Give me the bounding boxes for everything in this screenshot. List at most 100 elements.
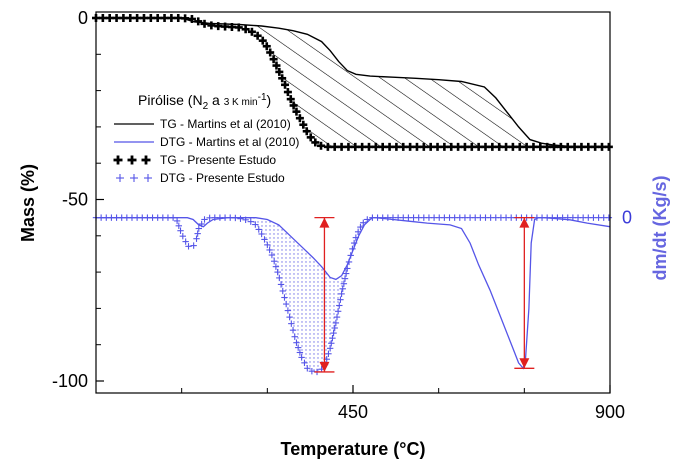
tg-presente-point-point: [337, 142, 346, 151]
dtg-presente-point-point: [333, 313, 341, 321]
dtg-presente-point-point: [340, 280, 348, 287]
dtg-presente-point-point: [301, 359, 308, 367]
tg-presente-point-point: [502, 142, 511, 151]
dtg-presente-point-point: [179, 232, 187, 240]
dtg-presente-point-point: [294, 344, 302, 351]
legend-label-dtg-presente: DTG - Presente Estudo: [160, 171, 285, 185]
dtg-presente-point-point: [304, 365, 311, 372]
dtg-presente-point: [92, 214, 613, 376]
dtg-presente-point-point: [342, 270, 350, 277]
dtg-presente-point-point: [308, 367, 316, 375]
plot-frame: [95, 11, 611, 394]
tg-presente-point-point: [563, 142, 572, 151]
tg-presente-point-point: [241, 25, 250, 34]
tg-presente-point-point: [371, 142, 380, 151]
dtg-presente-point-point: [276, 274, 283, 282]
tg-presente-point-point: [529, 142, 538, 151]
dtg-presente-point-point: [194, 230, 201, 237]
tg-presente-point-point: [412, 142, 421, 151]
tg-presente-point-point: [419, 142, 428, 151]
series-line-dtg-martins: [96, 217, 611, 370]
tg-presente-point-point: [207, 21, 216, 30]
dtg-presente-point-point: [281, 294, 288, 301]
tg-presente-point-point: [126, 14, 135, 22]
y2-tick-label: 0: [622, 208, 632, 228]
y2-axis-label: dm/dt (Kg/s): [650, 176, 670, 281]
dtg-presente-point-point: [298, 354, 305, 361]
dtg-presente-point-point: [177, 227, 184, 234]
tg-presente-point-point: [295, 114, 304, 123]
dtg-presente-point-point: [274, 268, 281, 276]
tg-presente-point-point: [358, 142, 367, 151]
dtg-presente-point-point: [605, 214, 613, 221]
dtg-presente-point-point: [325, 350, 332, 357]
dtg-presente-point-point: [175, 222, 183, 230]
dtg-presente-point-point: [258, 230, 265, 238]
tg-presente-point-point: [536, 142, 545, 151]
tg-presente-point-point: [598, 142, 607, 151]
tg-presente-point-point: [269, 55, 278, 64]
dtg-presente-point-point: [344, 265, 351, 272]
dtg-presente-point-point: [349, 245, 356, 253]
tg-presente-point-point: [247, 27, 256, 36]
tg-presente-point-point: [556, 142, 565, 151]
tg-presente-point-point: [266, 48, 275, 57]
dtg-presente-point-point: [339, 285, 346, 292]
tg-presente-point-point: [221, 22, 230, 31]
tg-presente-point-point: [283, 88, 292, 97]
tg-presente-point-point: [262, 42, 271, 51]
series-line-tg-martins: [96, 17, 610, 148]
tg-presente-point-point: [330, 142, 339, 151]
dtg-presente-point-point: [296, 349, 304, 356]
dtg-presente-point-point: [338, 290, 345, 298]
tg-presente-point-point: [351, 142, 360, 151]
tg-presente-point-point: [591, 142, 600, 151]
tg-presente-point-point: [311, 138, 320, 147]
legend-label-tg-martins: TG - Martins et al (2010): [160, 117, 291, 131]
legend-plus-marker: [144, 174, 152, 182]
dtg-presente-point-point: [242, 216, 249, 224]
tg-presente-point-point: [234, 23, 243, 32]
tg-presente-point-point: [174, 14, 183, 22]
tg-presente-point-point: [344, 142, 353, 151]
dtg-presente-point-point: [169, 214, 177, 221]
tg-presente-point-point: [570, 142, 579, 151]
tg-presente-point-point: [153, 14, 162, 22]
tg-presente-point-point: [292, 107, 301, 116]
dtg-presente-point-point: [331, 324, 338, 332]
tg-presente-point-point: [543, 142, 552, 151]
tg-presente-point-point: [474, 142, 483, 151]
tg-presente-point-point: [272, 61, 281, 70]
dtg-presente-point-point: [286, 313, 293, 321]
annotation-layer: [314, 216, 535, 373]
dtg-presente-point-point: [282, 300, 290, 308]
tg-presente-point-point: [584, 142, 593, 151]
tg-presente-point-point: [187, 14, 196, 23]
tg-presente-point-point: [577, 142, 586, 151]
tg-presente-point-point: [306, 133, 315, 142]
legend-swatch-tg-presente: [113, 155, 151, 165]
dtg-presente-point-point: [185, 243, 192, 250]
double-arrow-1: [314, 216, 335, 373]
dtg-presente-point-point: [190, 242, 197, 249]
dtg-presente-point-point: [201, 216, 208, 223]
tg-presente-point-point: [426, 142, 435, 151]
dtg-presente-point-point: [345, 258, 353, 266]
tg-presente-point-point: [194, 17, 203, 26]
legend-label-dtg-martins: DTG - Martins et al (2010): [160, 135, 299, 149]
ticks-layer: 450 900 0 -50 -100 0: [52, 8, 632, 422]
dtg-presente-point-point: [334, 308, 342, 315]
dtg-presente-point-point: [261, 236, 268, 243]
tg-presente-point-point: [275, 67, 284, 76]
dtg-presente-point-point: [237, 215, 244, 222]
legend: Pirólise (N2 a 3 K min-1) TG - Martins e…: [113, 92, 299, 185]
tg-presente-point-point: [302, 127, 311, 136]
tg-presente-point-point: [258, 36, 267, 45]
tg-presente-point-point: [467, 142, 476, 151]
dtg-presente-point-point: [354, 228, 362, 236]
dtg-presente-point-point: [350, 239, 358, 247]
dtg-difference-dots: [238, 217, 376, 372]
tg-presente-point-point: [253, 31, 262, 40]
tg-presente-point-point: [112, 14, 121, 22]
